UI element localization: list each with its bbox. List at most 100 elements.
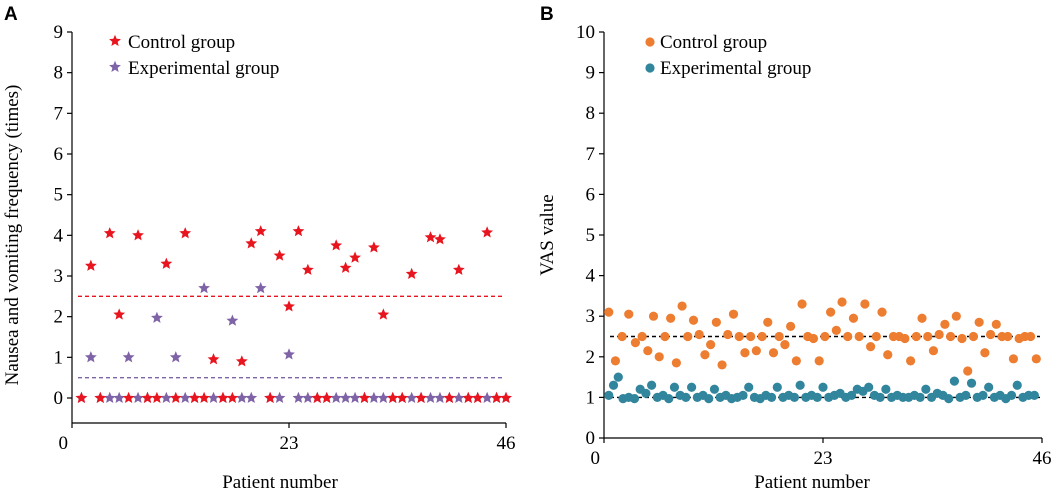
y-tick-label: 10 — [576, 22, 595, 43]
control-point — [235, 355, 248, 367]
experimental-point — [864, 382, 874, 392]
control-point — [860, 299, 870, 309]
x-tick-label: 0 — [59, 433, 69, 454]
panel-b-legend-control: Control group — [660, 32, 767, 53]
control-point — [339, 261, 352, 273]
experimental-point — [875, 392, 885, 402]
y-tick-label: 0 — [586, 428, 596, 449]
experimental-point — [207, 391, 220, 404]
experimental-point — [273, 391, 286, 404]
experimental-point — [169, 351, 182, 363]
control-point — [604, 307, 614, 317]
control-point — [734, 331, 744, 342]
control-point — [940, 319, 950, 329]
experimental-point — [405, 391, 418, 404]
experimental-point — [789, 392, 800, 402]
x-tick-label: 46 — [497, 433, 516, 454]
control-point — [928, 346, 939, 356]
experimental-point — [301, 391, 314, 404]
experimental-point — [984, 382, 994, 392]
control-point — [791, 356, 801, 366]
control-point — [706, 340, 716, 350]
control-point — [866, 342, 876, 352]
experimental-point — [113, 391, 126, 404]
control-point — [837, 297, 847, 307]
experimental-point — [330, 391, 343, 404]
control-point — [763, 317, 773, 327]
control-point — [169, 391, 182, 404]
control-point — [945, 331, 956, 342]
control-point — [160, 257, 173, 269]
experimental-point — [949, 376, 960, 386]
x-tick-label: 23 — [280, 433, 299, 454]
control-point — [377, 308, 390, 320]
control-point — [820, 331, 830, 342]
experimental-point — [226, 314, 239, 326]
experimental-point — [339, 391, 352, 404]
control-point — [877, 307, 887, 317]
experimental-point — [641, 388, 651, 398]
y-tick-label: 7 — [586, 144, 596, 165]
control-point — [843, 331, 853, 342]
control-point — [900, 333, 910, 344]
control-point — [610, 356, 621, 366]
control-point — [151, 391, 163, 404]
experimental-point — [235, 391, 248, 404]
control-point — [368, 241, 380, 253]
y-tick-label: 9 — [586, 63, 596, 84]
control-point — [84, 259, 97, 271]
control-point — [75, 391, 88, 404]
panel-a-y-ticks: 0 1 2 3 4 5 6 7 8 9 — [54, 22, 72, 409]
y-tick-label: 3 — [54, 266, 64, 287]
control-point — [462, 391, 475, 404]
control-point — [1031, 354, 1041, 364]
control-point — [226, 391, 239, 404]
legend-marker — [645, 37, 655, 47]
experimental-point — [132, 391, 144, 404]
y-tick-label: 6 — [586, 184, 596, 205]
control-point — [443, 391, 456, 404]
control-point — [746, 331, 756, 342]
experimental-point — [245, 391, 258, 404]
control-point — [723, 329, 733, 340]
control-point — [968, 331, 979, 342]
control-point — [694, 329, 704, 340]
y-tick-label: 9 — [54, 22, 64, 43]
experimental-point — [349, 391, 361, 404]
experimental-point — [921, 384, 931, 394]
experimental-point — [795, 380, 805, 390]
control-point — [471, 391, 484, 404]
y-tick-label: 2 — [586, 347, 596, 368]
panel-a-points — [75, 225, 512, 404]
panel-b-legend-experimental: Experimental group — [660, 58, 811, 79]
experimental-point — [377, 391, 390, 404]
x-tick-label: 46 — [1033, 448, 1052, 469]
panel-a-y-label: Nausea and vomiting frequency (times) — [2, 85, 23, 386]
control-point — [957, 333, 967, 344]
control-point — [980, 348, 990, 358]
y-tick-label: 1 — [54, 347, 64, 368]
experimental-point — [292, 391, 305, 404]
control-point — [660, 331, 670, 342]
control-point — [245, 237, 258, 249]
control-point — [991, 319, 1001, 329]
control-point — [797, 299, 807, 309]
experimental-point — [160, 391, 173, 404]
control-point — [666, 313, 676, 323]
control-point — [330, 239, 343, 251]
panel-a-legend-marker-experimental — [109, 60, 121, 73]
control-point — [217, 391, 229, 404]
y-tick-label: 8 — [586, 103, 596, 124]
control-point — [1003, 331, 1013, 342]
experimental-point — [84, 351, 97, 363]
control-point — [871, 331, 881, 342]
experimental-point — [1012, 380, 1022, 390]
experimental-point — [1006, 390, 1017, 400]
experimental-point — [961, 390, 971, 400]
control-point — [405, 267, 418, 279]
control-point — [985, 329, 996, 340]
control-point — [311, 391, 324, 404]
control-point — [320, 391, 333, 404]
